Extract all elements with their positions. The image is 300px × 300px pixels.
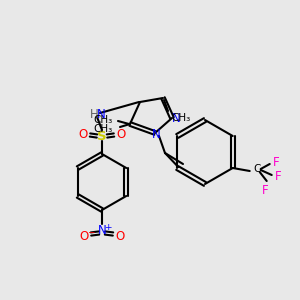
Text: O: O [116,230,124,244]
Text: −: − [87,227,95,236]
Text: N: N [152,128,160,140]
Text: CH₃: CH₃ [171,113,190,123]
Text: O: O [80,230,88,244]
Text: S: S [97,130,107,142]
Text: H: H [90,107,98,121]
Text: F: F [261,184,268,197]
Text: F: F [272,155,279,169]
Text: N: N [172,112,180,124]
Text: CH₃: CH₃ [94,124,113,134]
Text: O: O [78,128,88,142]
Text: C: C [253,164,260,174]
Text: CH₃: CH₃ [94,115,113,125]
Text: O: O [116,128,126,142]
Text: N: N [98,224,106,238]
Text: +: + [104,224,111,232]
Text: N: N [97,107,105,121]
Text: F: F [274,170,281,184]
